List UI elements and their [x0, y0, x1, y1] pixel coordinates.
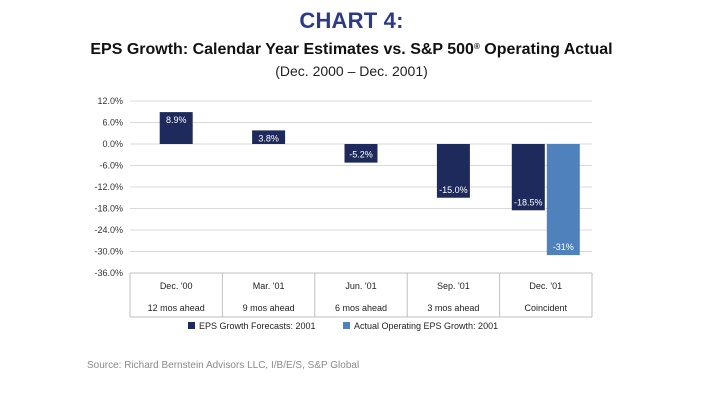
y-tick-label: -12.0% [94, 182, 123, 192]
forecast-bar-label: 3.8% [258, 133, 279, 143]
forecast-bar [436, 144, 470, 198]
legend: EPS Growth Forecasts: 2001 Actual Operati… [188, 321, 498, 331]
bars: 8.9% 3.8% -5.2% -15.0% -18.5% -31% [159, 112, 580, 256]
x-category-label: Mar. '01 [253, 281, 285, 291]
actual-bar-label: -31% [553, 242, 574, 252]
legend-forecast-label: EPS Growth Forecasts: 2001 [199, 321, 316, 331]
x-category-label: Dec. '01 [529, 281, 562, 291]
y-tick-label: 12.0% [97, 96, 123, 106]
chart-title-main: EPS Growth: Calendar Year Estimates vs. … [90, 41, 474, 58]
forecast-bar [344, 144, 378, 163]
y-tick-label: 0.0% [102, 139, 123, 149]
chart-label: CHART 4: [299, 8, 404, 33]
registered-mark: ® [473, 42, 480, 51]
forecast-bar [159, 112, 193, 144]
y-tick-label: -36.0% [94, 268, 123, 278]
y-tick-label: -30.0% [94, 247, 123, 257]
forecast-bar-label: 8.9% [166, 115, 187, 125]
y-tick-label: -6.0% [99, 161, 123, 171]
legend-actual-label: Actual Operating EPS Growth: 2001 [354, 321, 498, 331]
chart-title: EPS Growth: Calendar Year Estimates vs. … [0, 41, 703, 59]
x-subcategory-label: 9 mos ahead [243, 303, 295, 313]
y-tick-label: -24.0% [94, 225, 123, 235]
x-subcategory-label: 6 mos ahead [335, 303, 387, 313]
y-tick-label: 6.0% [102, 118, 123, 128]
x-category-label: Jun. '01 [345, 281, 376, 291]
legend-actual-swatch [343, 322, 350, 329]
y-tick-label: -18.0% [94, 204, 123, 214]
y-axis: 12.0% 6.0% 0.0% -6.0% -12.0% -18.0% -24.0% -30.… [94, 96, 123, 278]
forecast-bar [511, 144, 545, 211]
chart-title-tail: Operating Actual [479, 41, 613, 58]
source-note: Source: Richard Bernstein Advisors LLC, … [87, 360, 360, 371]
x-subcategory-label: Coincident [525, 303, 568, 313]
x-category-label: Dec. '00 [160, 281, 193, 291]
forecast-bar-label: -18.5% [514, 197, 543, 207]
x-category-label: Sep. '01 [437, 281, 470, 291]
legend-forecast-swatch [188, 322, 195, 329]
forecast-bar [252, 130, 286, 144]
x-subcategory-label: 12 mos ahead [148, 303, 205, 313]
x-axis-table: Dec. '00 12 mos ahead Mar. '01 9 mos ahead J… [129, 272, 593, 318]
x-subcategory-label: 3 mos ahead [427, 303, 479, 313]
forecast-bar-label: -15.0% [439, 185, 468, 195]
chart-subtitle: (Dec. 2000 – Dec. 2001) [275, 63, 428, 79]
forecast-bar-label: -5.2% [349, 150, 373, 160]
actual-bar [546, 144, 580, 256]
